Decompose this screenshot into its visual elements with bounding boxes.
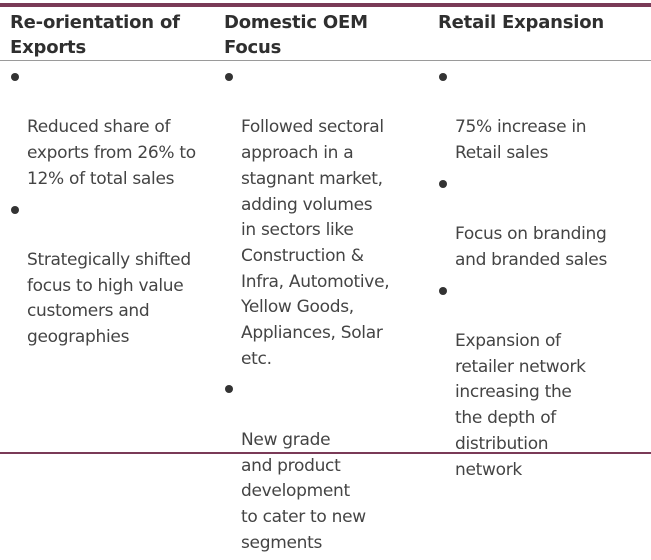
- list-item: Focus on branding and branded sales: [438, 171, 648, 274]
- list-item-text: Focus on branding and branded sales: [455, 224, 608, 270]
- list-item: Strategically shifted focus to high valu…: [10, 197, 218, 351]
- bullet-dot-icon: [11, 73, 19, 81]
- list-item: New grade and product development to cat…: [224, 376, 430, 556]
- bullet-list: 75% increase in Retail sales Focus on br…: [438, 64, 648, 487]
- column-title: Domestic OEM Focus: [224, 12, 368, 58]
- bullet-list: Followed sectoral approach in a stagnant…: [224, 64, 430, 560]
- bullet-dot-icon: [11, 205, 19, 214]
- top-rule: [0, 3, 651, 7]
- column-title: Re-orientation of Exports: [10, 12, 180, 58]
- bullet-list: Reduced share of exports from 26% to 12%…: [10, 64, 218, 355]
- column-title: Retail Expansion: [438, 12, 605, 33]
- header-separator: [0, 60, 651, 61]
- bullet-dot-icon: [439, 286, 447, 295]
- bottom-rule: [0, 452, 651, 454]
- list-item: Expansion of retailer network increasing…: [438, 278, 648, 484]
- list-item: Reduced share of exports from 26% to 12%…: [10, 64, 218, 193]
- list-item-text: Strategically shifted focus to high valu…: [27, 249, 191, 348]
- list-item-text: New grade and product development to cat…: [241, 429, 366, 553]
- bullet-dot-icon: [225, 385, 233, 394]
- bullet-dot-icon: [439, 179, 447, 188]
- list-item-text: Followed sectoral approach in a stagnant…: [241, 117, 390, 369]
- list-item-text: Reduced share of exports from 26% to 12%…: [27, 117, 196, 189]
- list-item-text: Expansion of retailer network increasing…: [455, 331, 586, 480]
- strategy-table: Re-orientation of Exports Reduced share …: [0, 3, 651, 553]
- bullet-dot-icon: [225, 73, 233, 81]
- list-item: Followed sectoral approach in a stagnant…: [224, 64, 430, 372]
- list-item-text: 75% increase in Retail sales: [455, 117, 587, 164]
- list-item: 75% increase in Retail sales: [438, 64, 648, 167]
- bullet-dot-icon: [439, 73, 447, 81]
